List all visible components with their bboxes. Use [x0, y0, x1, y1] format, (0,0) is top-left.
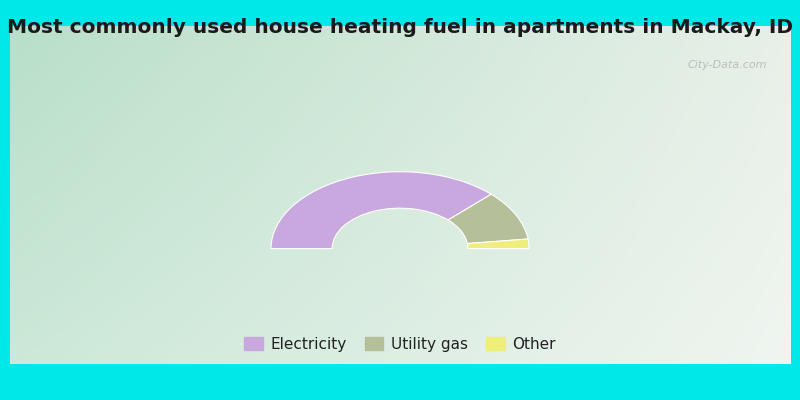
Legend: Electricity, Utility gas, Other: Electricity, Utility gas, Other: [238, 331, 562, 358]
Wedge shape: [448, 194, 528, 244]
Wedge shape: [271, 172, 491, 249]
Text: Most commonly used house heating fuel in apartments in Mackay, ID: Most commonly used house heating fuel in…: [7, 18, 793, 37]
Wedge shape: [467, 239, 529, 249]
Text: City-Data.com: City-Data.com: [687, 60, 767, 70]
